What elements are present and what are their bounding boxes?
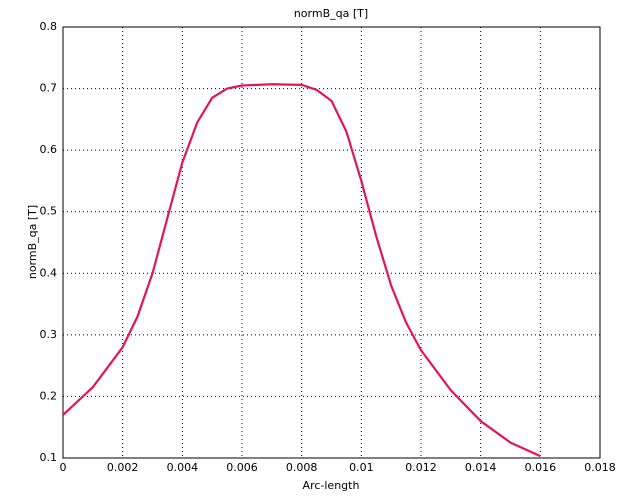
y-axis-label: normB_qa [T] [26, 205, 39, 279]
x-tick-label: 0.004 [167, 461, 199, 474]
x-tick-label: 0.014 [465, 461, 497, 474]
y-tick-label: 0.8 [40, 20, 58, 33]
x-tick-label: 0.016 [525, 461, 557, 474]
x-tick-label: 0.006 [226, 461, 258, 474]
chart-title: normB_qa [T] [294, 7, 368, 20]
y-tick-label: 0.5 [40, 205, 58, 218]
y-tick-label: 0.1 [40, 451, 58, 464]
plot-area [63, 27, 600, 458]
x-tick-label: 0.01 [349, 461, 374, 474]
y-tick-label: 0.7 [40, 82, 58, 95]
x-tick-label: 0.008 [286, 461, 318, 474]
plot-border [62, 26, 601, 459]
x-tick-label: 0 [60, 461, 67, 474]
y-tick-label: 0.3 [40, 328, 58, 341]
x-tick-label: 0.012 [405, 461, 437, 474]
data-line [62, 83, 541, 458]
x-tick-label: 0.002 [107, 461, 139, 474]
y-tick-label: 0.4 [40, 266, 58, 279]
x-tick-label: 0.018 [584, 461, 616, 474]
x-axis-label: Arc-length [303, 479, 360, 492]
y-tick-label: 0.6 [40, 143, 58, 156]
y-tick-label: 0.2 [40, 389, 58, 402]
